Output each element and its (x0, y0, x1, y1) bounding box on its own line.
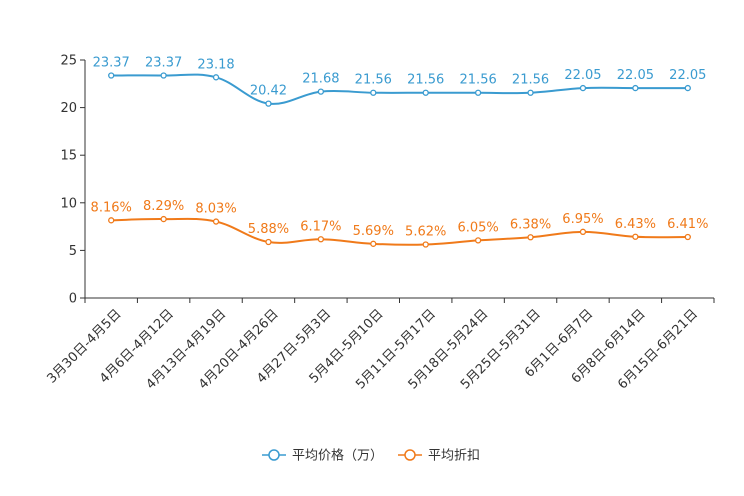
legend-label: 平均折扣 (428, 449, 480, 464)
series-2: 8.16% 8.29% 8.03% 5.88% 6.17% 5.69% 5.62% 6.05%… (91, 199, 708, 248)
series-2-line (111, 217, 688, 246)
data-label: 23.18 (197, 57, 234, 72)
data-label: 6.43% (615, 217, 656, 232)
data-point (265, 100, 272, 107)
data-label: 6.95% (562, 212, 603, 227)
data-point (527, 89, 534, 96)
legend-marker (404, 449, 416, 461)
data-label: 8.16% (91, 200, 132, 215)
data-point (632, 84, 639, 92)
data-point (317, 236, 325, 243)
data-label: 5.62% (405, 224, 446, 239)
data-point (265, 238, 272, 246)
data-label: 20.42 (250, 84, 287, 99)
series-1: 23.37 23.37 23.18 20.42 21.68 21.56 21.56 21.56… (93, 56, 706, 107)
y-tick-label: 10 (60, 196, 77, 211)
data-point (370, 240, 377, 247)
series-1-line (111, 73, 688, 105)
data-point (108, 217, 115, 224)
y-tick-label: 25 (60, 54, 77, 69)
data-point (579, 84, 587, 92)
data-point (579, 228, 587, 235)
data-label: 21.68 (302, 72, 339, 87)
y-tick-label: 15 (60, 149, 77, 164)
data-label: 23.37 (93, 56, 130, 71)
data-point (317, 88, 325, 95)
data-point (160, 72, 167, 79)
data-point (632, 233, 639, 240)
data-point (684, 233, 691, 241)
legend-label: 平均价格（万） (292, 448, 383, 464)
data-label: 5.88% (248, 222, 289, 237)
data-point (422, 241, 429, 248)
legend-marker (268, 449, 280, 461)
data-point (370, 89, 377, 96)
data-point (160, 215, 167, 223)
data-point (108, 72, 115, 79)
y-tick-label: 5 (69, 244, 77, 259)
data-point (474, 237, 482, 244)
data-label: 21.56 (460, 73, 497, 88)
data-point (212, 74, 220, 81)
data-label: 21.56 (355, 73, 392, 88)
legend-item-2: 平均折扣 (398, 449, 480, 464)
data-point (422, 89, 429, 96)
data-label: 22.05 (564, 68, 601, 83)
chart-legend: 平均价格（万） 平均折扣 (262, 448, 480, 464)
y-tick-label: 0 (69, 292, 77, 307)
data-label: 5.69% (353, 224, 394, 239)
data-label: 21.56 (407, 73, 444, 88)
y-tick-label: 20 (60, 101, 77, 116)
data-point (527, 234, 534, 241)
data-label: 22.05 (669, 68, 706, 83)
series-layer: 23.37 23.37 23.18 20.42 21.68 21.56 21.56 21.56… (91, 56, 708, 248)
legend-item-1: 平均价格（万） (262, 448, 383, 464)
data-point (474, 89, 482, 96)
data-label: 21.56 (512, 73, 549, 88)
data-point (684, 84, 691, 92)
data-label: 22.05 (617, 68, 654, 83)
data-label: 8.03% (195, 202, 236, 217)
data-point (212, 218, 220, 225)
data-label: 8.29% (143, 199, 184, 214)
data-label: 6.17% (300, 219, 341, 234)
data-label: 23.37 (145, 56, 182, 71)
data-label: 6.05% (457, 220, 498, 235)
data-label: 6.41% (667, 217, 708, 232)
data-label: 6.38% (510, 217, 551, 232)
